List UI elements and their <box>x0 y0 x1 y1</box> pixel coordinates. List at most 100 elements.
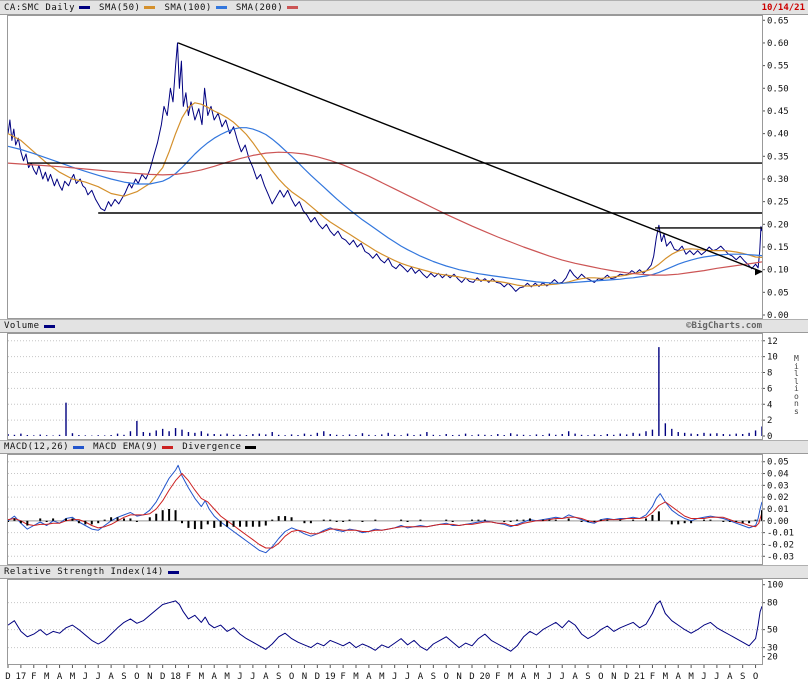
svg-text:A: A <box>521 672 527 682</box>
macd-label: MACD(12,26) <box>4 442 70 452</box>
svg-text:O: O <box>753 672 758 682</box>
svg-text:M: M <box>199 672 205 682</box>
svg-text:-0.01: -0.01 <box>767 529 794 539</box>
svg-text:A: A <box>572 672 578 682</box>
svg-text:M: M <box>534 672 540 682</box>
svg-text:F: F <box>495 672 500 682</box>
svg-text:O: O <box>134 672 139 682</box>
svg-text:18: 18 <box>170 672 181 682</box>
volume-label: Volume <box>4 321 40 331</box>
svg-text:17: 17 <box>15 672 26 682</box>
svg-text:J: J <box>405 672 410 682</box>
svg-text:D: D <box>624 672 629 682</box>
macd-legend-strip: MACD(12,26) MACD EMA(9) Divergence <box>0 440 808 454</box>
svg-text:O: O <box>598 672 603 682</box>
macd-ema-label: MACD EMA(9) <box>93 442 159 452</box>
svg-text:0.15: 0.15 <box>767 243 789 253</box>
svg-text:M: M <box>44 672 50 682</box>
svg-text:S: S <box>740 672 745 682</box>
svg-text:M: M <box>688 672 694 682</box>
svg-text:0.60: 0.60 <box>767 39 789 49</box>
svg-text:F: F <box>340 672 345 682</box>
symbol-label: CA:SMC Daily <box>4 2 76 13</box>
sma200-swatch <box>287 6 299 9</box>
svg-text:0.55: 0.55 <box>767 62 789 72</box>
rsi-legend-strip: Relative Strength Index(14) <box>0 565 808 579</box>
svg-text:0.45: 0.45 <box>767 107 789 117</box>
svg-text:N: N <box>302 672 307 682</box>
svg-text:D: D <box>5 672 10 682</box>
svg-text:O: O <box>289 672 294 682</box>
svg-text:N: N <box>611 672 616 682</box>
svg-text:S: S <box>431 672 436 682</box>
svg-text:M: M <box>508 672 514 682</box>
volume-chart: 12 10 8 6 4 2 0 <box>7 333 778 440</box>
svg-text:F: F <box>186 672 191 682</box>
svg-text:0.25: 0.25 <box>767 198 789 208</box>
svg-text:80: 80 <box>767 599 778 609</box>
divergence-label: Divergence <box>182 442 242 452</box>
svg-text:0.40: 0.40 <box>767 130 789 140</box>
svg-text:21: 21 <box>634 672 645 682</box>
svg-text:0.20: 0.20 <box>767 220 789 230</box>
price-chart: 0.65 0.60 0.55 0.50 0.45 0.40 0.35 0.30 0.25 0.20… <box>7 15 789 319</box>
svg-text:J: J <box>237 672 242 682</box>
svg-text:S: S <box>121 672 126 682</box>
svg-text:J: J <box>547 672 552 682</box>
volume-swatch <box>43 324 55 328</box>
svg-text:J: J <box>392 672 397 682</box>
svg-text:D: D <box>315 672 320 682</box>
svg-text:0.50: 0.50 <box>767 84 789 94</box>
svg-text:50: 50 <box>767 626 778 636</box>
svg-text:30: 30 <box>767 644 778 654</box>
svg-text:N: N <box>147 672 152 682</box>
sma200-label: SMA(200) <box>235 2 284 13</box>
svg-text:0.00: 0.00 <box>767 517 789 527</box>
svg-text:0.30: 0.30 <box>767 175 789 185</box>
svg-text:20: 20 <box>767 653 778 663</box>
svg-text:S: S <box>276 672 281 682</box>
svg-text:10: 10 <box>767 353 778 363</box>
svg-text:0.03: 0.03 <box>767 481 789 491</box>
macd-chart: 0.05 0.040.03 0.02 0.01 0.00 -0.01-0.02 -0.03 <box>7 454 794 565</box>
svg-text:100: 100 <box>767 581 783 591</box>
svg-text:M: M <box>70 672 76 682</box>
svg-text:0: 0 <box>767 432 772 440</box>
svg-text:J: J <box>701 672 706 682</box>
sma50-swatch <box>144 6 156 9</box>
svg-text:0.01: 0.01 <box>767 505 789 515</box>
price-line-swatch <box>79 6 91 9</box>
svg-text:0.65: 0.65 <box>767 16 789 26</box>
bigcharts-copyright: ©BigCharts.com <box>686 321 762 331</box>
svg-text:A: A <box>212 672 218 682</box>
svg-text:M: M <box>379 672 385 682</box>
svg-text:A: A <box>727 672 733 682</box>
svg-text:A: A <box>57 672 63 682</box>
divergence-swatch <box>245 445 257 449</box>
svg-text:D: D <box>469 672 474 682</box>
x-axis: D 17 F M A M J J A S O N D 18 F M A M J J A S O N D 19 F M A M J J A S O N D… <box>5 665 758 682</box>
svg-text:6: 6 <box>767 384 772 394</box>
svg-text:S: S <box>585 672 590 682</box>
svg-text:0.05: 0.05 <box>767 458 789 468</box>
svg-text:A: A <box>676 672 682 682</box>
svg-text:J: J <box>714 672 719 682</box>
svg-text:J: J <box>83 672 88 682</box>
svg-text:A: A <box>418 672 424 682</box>
svg-text:F: F <box>650 672 655 682</box>
svg-text:-0.03: -0.03 <box>767 552 794 562</box>
svg-text:A: A <box>108 672 114 682</box>
macd-swatch <box>73 445 85 449</box>
svg-text:J: J <box>96 672 101 682</box>
rsi-swatch <box>167 570 179 574</box>
svg-text:0.00: 0.00 <box>767 311 789 319</box>
svg-text:M: M <box>224 672 230 682</box>
svg-text:4: 4 <box>767 400 772 410</box>
svg-text:J: J <box>560 672 565 682</box>
svg-text:19: 19 <box>325 672 336 682</box>
svg-text:2: 2 <box>767 416 772 426</box>
volume-axis-unit-label: Millions <box>794 354 799 416</box>
rsi-label: Relative Strength Index(14) <box>4 567 164 577</box>
svg-text:20: 20 <box>479 672 490 682</box>
